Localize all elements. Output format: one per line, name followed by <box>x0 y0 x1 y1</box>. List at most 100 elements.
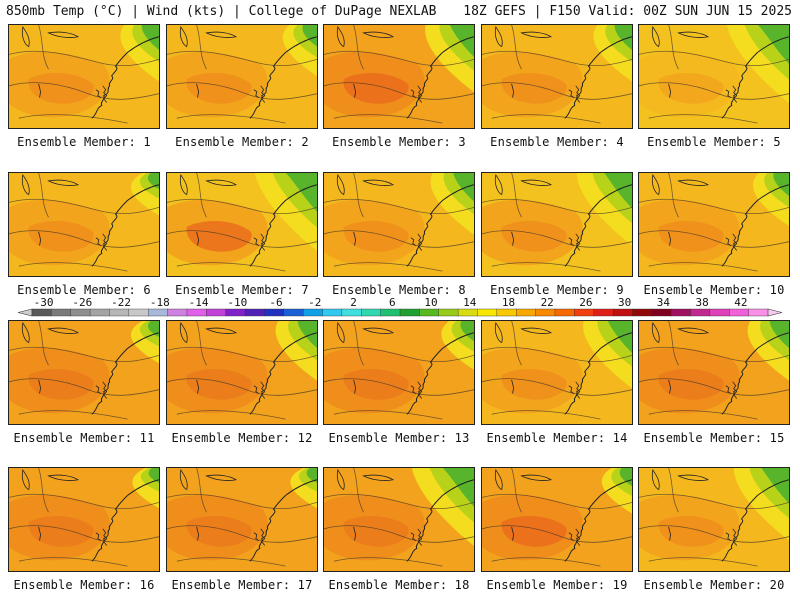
temperature-field <box>482 25 632 128</box>
temperature-field <box>9 468 159 571</box>
ensemble-member-14-map <box>481 320 633 425</box>
colorbar-segment <box>496 308 517 317</box>
colorbar-tick-label: 22 <box>541 297 554 309</box>
colorbar-tick-label: -18 <box>150 297 170 309</box>
colorbar-tick-label: -22 <box>111 297 131 309</box>
ensemble-member-17-map <box>166 467 318 572</box>
colorbar-tick-label: 38 <box>696 297 709 309</box>
ensemble-member-label: Ensemble Member: 6 <box>17 283 151 297</box>
ensemble-member-12-map <box>166 320 318 425</box>
temperature-field <box>482 321 632 424</box>
colorbar-segment <box>516 308 537 317</box>
ensemble-member-16-map <box>8 467 160 572</box>
temperature-field <box>167 25 317 128</box>
ensemble-member-label: Ensemble Member: 11 <box>13 431 155 445</box>
colorbar-tick-label: -26 <box>72 297 92 309</box>
ensemble-member-18-map <box>323 467 475 572</box>
ensemble-member-19-map <box>481 467 633 572</box>
ensemble-member-8-map <box>323 172 475 277</box>
ensemble-member-label: Ensemble Member: 17 <box>171 578 313 592</box>
ensemble-member-13-map <box>323 320 475 425</box>
colorbar-tick-label: 10 <box>424 297 437 309</box>
ensemble-member-7-map <box>166 172 318 277</box>
colorbar-segment <box>380 308 401 317</box>
colorbar-segment <box>244 308 265 317</box>
colorbar-low-arrow <box>17 308 33 317</box>
colorbar-segment <box>89 308 110 317</box>
colorbar-segment <box>632 308 653 317</box>
temperature-field <box>482 468 632 571</box>
map-title: 850mb Temp (°C) | Wind (kts) | College o… <box>6 4 437 19</box>
colorbar-tick-label: 2 <box>350 297 357 309</box>
ensemble-member-label: Ensemble Member: 18 <box>328 578 470 592</box>
colorbar-segment <box>31 308 52 317</box>
ensemble-member-label: Ensemble Member: 5 <box>647 135 781 149</box>
colorbar-segment <box>322 308 343 317</box>
colorbar-segment <box>535 308 556 317</box>
ensemble-member-label: Ensemble Member: 16 <box>13 578 155 592</box>
colorbar-segment <box>477 308 498 317</box>
ensemble-member-9-map <box>481 172 633 277</box>
temperature-field <box>167 173 317 276</box>
temperature-field <box>324 25 474 128</box>
ensemble-member-3-map <box>323 24 475 129</box>
temperature-field <box>639 25 789 128</box>
colorbar-segment <box>709 308 730 317</box>
ensemble-member-label: Ensemble Member: 19 <box>486 578 628 592</box>
colorbar-segment <box>399 308 420 317</box>
colorbar-tick-label: 30 <box>618 297 631 309</box>
temperature-field <box>639 173 789 276</box>
colorbar-segment <box>70 308 91 317</box>
ensemble-member-1-map <box>8 24 160 129</box>
colorbar-segment <box>593 308 614 317</box>
colorbar-segment <box>109 308 130 317</box>
colorbar-segment <box>341 308 362 317</box>
ensemble-member-6-map <box>8 172 160 277</box>
colorbar-segment <box>283 308 304 317</box>
colorbar-tick-label: 42 <box>734 297 747 309</box>
colorbar-tick-label: 34 <box>657 297 671 309</box>
run-info: 18Z GEFS | F150 Valid: 00Z SUN JUN 15 20… <box>463 4 792 19</box>
colorbar-segment <box>264 308 285 317</box>
colorbar-tick-label: -14 <box>189 297 209 309</box>
ensemble-member-15-map <box>638 320 790 425</box>
ensemble-member-label: Ensemble Member: 1 <box>17 135 151 149</box>
ensemble-member-label: Ensemble Member: 15 <box>643 431 785 445</box>
ensemble-member-5-map <box>638 24 790 129</box>
colorbar-tick-label: -30 <box>34 297 54 309</box>
colorbar-tick-label: -6 <box>269 297 282 309</box>
colorbar-segment <box>225 308 246 317</box>
ensemble-member-label: Ensemble Member: 12 <box>171 431 313 445</box>
ensemble-member-label: Ensemble Member: 9 <box>490 283 624 297</box>
ensemble-member-label: Ensemble Member: 20 <box>643 578 785 592</box>
temperature-field <box>9 321 159 424</box>
ensemble-member-label: Ensemble Member: 2 <box>175 135 309 149</box>
ensemble-member-label: Ensemble Member: 8 <box>332 283 466 297</box>
temperature-field <box>639 321 789 424</box>
ensemble-member-10-map <box>638 172 790 277</box>
colorbar-segment <box>302 308 324 317</box>
colorbar-tick-label: 26 <box>579 297 592 309</box>
temperature-field <box>167 468 317 571</box>
colorbar-segment <box>554 308 575 317</box>
ensemble-member-label: Ensemble Member: 4 <box>490 135 624 149</box>
colorbar-segment <box>167 308 188 317</box>
colorbar-segment <box>748 308 769 317</box>
colorbar-high-arrow <box>767 308 783 317</box>
temperature-field <box>324 173 474 276</box>
ensemble-member-2-map <box>166 24 318 129</box>
temperature-field <box>167 321 317 424</box>
temperature-field <box>324 468 474 571</box>
colorbar-segment <box>186 308 207 317</box>
colorbar-tick-label: 6 <box>389 297 396 309</box>
ensemble-member-label: Ensemble Member: 3 <box>332 135 466 149</box>
colorbar-tick-label: -10 <box>227 297 247 309</box>
ensemble-member-label: Ensemble Member: 10 <box>643 283 785 297</box>
colorbar-segment <box>206 308 227 317</box>
ensemble-member-label: Ensemble Member: 14 <box>486 431 628 445</box>
temperature-field <box>9 25 159 128</box>
colorbar-segment <box>729 308 750 317</box>
colorbar-segment <box>574 308 595 317</box>
temperature-colorbar: -30 -26 -22 -18 -14 -10 -6 -2 2 6 10 14 18 22 26 30 34 38… <box>17 297 783 317</box>
ensemble-member-label: Ensemble Member: 7 <box>175 283 309 297</box>
